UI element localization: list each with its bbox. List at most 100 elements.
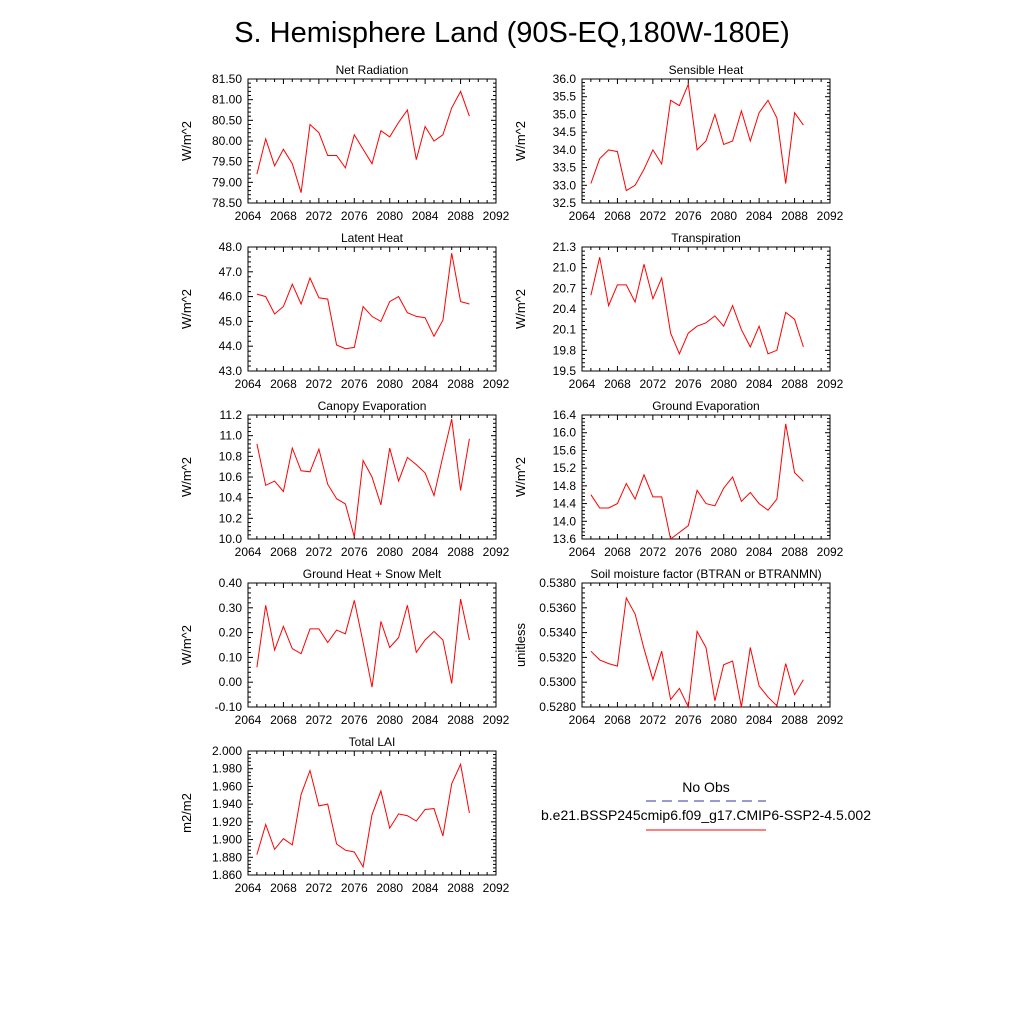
y-tick-label: 33.0 — [553, 178, 577, 192]
data-point — [669, 538, 671, 540]
y-tick-label: 10.6 — [219, 470, 243, 484]
x-tick-label: 2088 — [781, 545, 808, 559]
data-point — [300, 652, 302, 654]
data-point — [643, 474, 645, 476]
data-point — [327, 803, 329, 805]
chart-panel: Latent Heat W/m^2 43.0 44.0 45.0 46.0 47.0 48.0… — [179, 231, 510, 391]
chart-panel: Canopy Evaporation W/m^2 10.0 10.2 10.4 10.6 1… — [179, 399, 510, 559]
data-point — [415, 315, 417, 317]
data-point — [661, 277, 663, 279]
x-tick-label: 2088 — [781, 377, 808, 391]
data-point — [282, 305, 284, 307]
data-point — [599, 158, 601, 160]
data-point — [625, 482, 627, 484]
data-point — [327, 298, 329, 300]
chart-panel: Soil moisture factor (BTRAN or BTRANMN) u… — [513, 567, 844, 727]
series-line — [256, 253, 470, 350]
x-tick-label: 2068 — [270, 545, 297, 559]
data-point — [406, 312, 408, 314]
data-point — [282, 625, 284, 627]
y-axis-label: W/m^2 — [179, 121, 194, 161]
panels: Net Radiation W/m^2 78.50 79.00 79.50 80.00 80… — [179, 63, 844, 895]
x-tick-label: 2068 — [604, 713, 631, 727]
data-point — [634, 498, 636, 500]
data-point — [406, 604, 408, 606]
data-point — [415, 158, 417, 160]
data-point — [723, 325, 725, 327]
data-point — [433, 335, 435, 337]
data-point — [273, 848, 275, 850]
data-point — [590, 650, 592, 652]
data-point — [406, 456, 408, 458]
data-point — [397, 121, 399, 123]
x-tick-label: 2092 — [483, 545, 510, 559]
data-point — [625, 189, 627, 191]
data-point — [442, 319, 444, 321]
data-point — [415, 820, 417, 822]
data-point — [265, 604, 267, 606]
data-point — [309, 471, 311, 473]
data-point — [776, 349, 778, 351]
data-point — [687, 332, 689, 334]
data-point — [696, 325, 698, 327]
data-point — [433, 807, 435, 809]
data-point — [459, 90, 461, 92]
x-tick-label: 2080 — [710, 545, 737, 559]
data-point — [256, 443, 258, 445]
y-tick-label: 43.0 — [219, 364, 243, 378]
x-tick-label: 2064 — [235, 713, 262, 727]
y-tick-label: 0.5300 — [539, 675, 576, 689]
data-point — [380, 504, 382, 506]
data-point — [634, 184, 636, 186]
y-tick-label: 44.0 — [219, 339, 243, 353]
y-tick-label: 81.00 — [212, 93, 242, 107]
x-tick-label: 2084 — [412, 209, 439, 223]
data-point — [459, 763, 461, 765]
x-tick-label: 2076 — [675, 377, 702, 391]
series-line — [256, 90, 470, 193]
data-point — [353, 851, 355, 853]
x-tick-label: 2092 — [483, 209, 510, 223]
x-tick-label: 2088 — [447, 209, 474, 223]
data-point — [318, 297, 320, 299]
data-point — [802, 679, 804, 681]
data-point — [300, 793, 302, 795]
series-line — [256, 762, 470, 869]
data-point — [785, 311, 787, 313]
data-point — [669, 332, 671, 334]
data-point — [616, 284, 618, 286]
data-point — [616, 150, 618, 152]
y-tick-label: 79.50 — [212, 155, 242, 169]
x-tick-label: 2080 — [376, 545, 403, 559]
x-tick-label: 2080 — [710, 713, 737, 727]
data-point — [459, 489, 461, 491]
data-point — [300, 191, 302, 193]
x-tick-label: 2068 — [604, 377, 631, 391]
data-point — [362, 641, 364, 643]
y-tick-label: 32.5 — [553, 196, 577, 210]
data-point — [424, 639, 426, 641]
data-point — [282, 837, 284, 839]
x-tick-label: 2072 — [306, 545, 333, 559]
x-tick-label: 2076 — [341, 377, 368, 391]
y-axis-label: W/m^2 — [179, 625, 194, 665]
data-point — [282, 148, 284, 150]
data-point — [793, 111, 795, 113]
plot-frame — [247, 582, 497, 708]
data-point — [327, 154, 329, 156]
y-tick-label: 10.4 — [219, 491, 243, 505]
data-point — [468, 812, 470, 814]
y-tick-label: 1.900 — [212, 833, 242, 847]
y-tick-label: 14.4 — [553, 497, 577, 511]
y-tick-label: 19.8 — [553, 343, 577, 357]
x-tick-label: 2072 — [640, 713, 667, 727]
x-tick-label: 2088 — [447, 545, 474, 559]
x-tick-label: 2088 — [447, 881, 474, 895]
x-tick-label: 2072 — [640, 545, 667, 559]
data-point — [802, 124, 804, 126]
data-point — [459, 598, 461, 600]
data-point — [634, 301, 636, 303]
data-point — [643, 168, 645, 170]
data-point — [273, 165, 275, 167]
data-point — [389, 300, 391, 302]
